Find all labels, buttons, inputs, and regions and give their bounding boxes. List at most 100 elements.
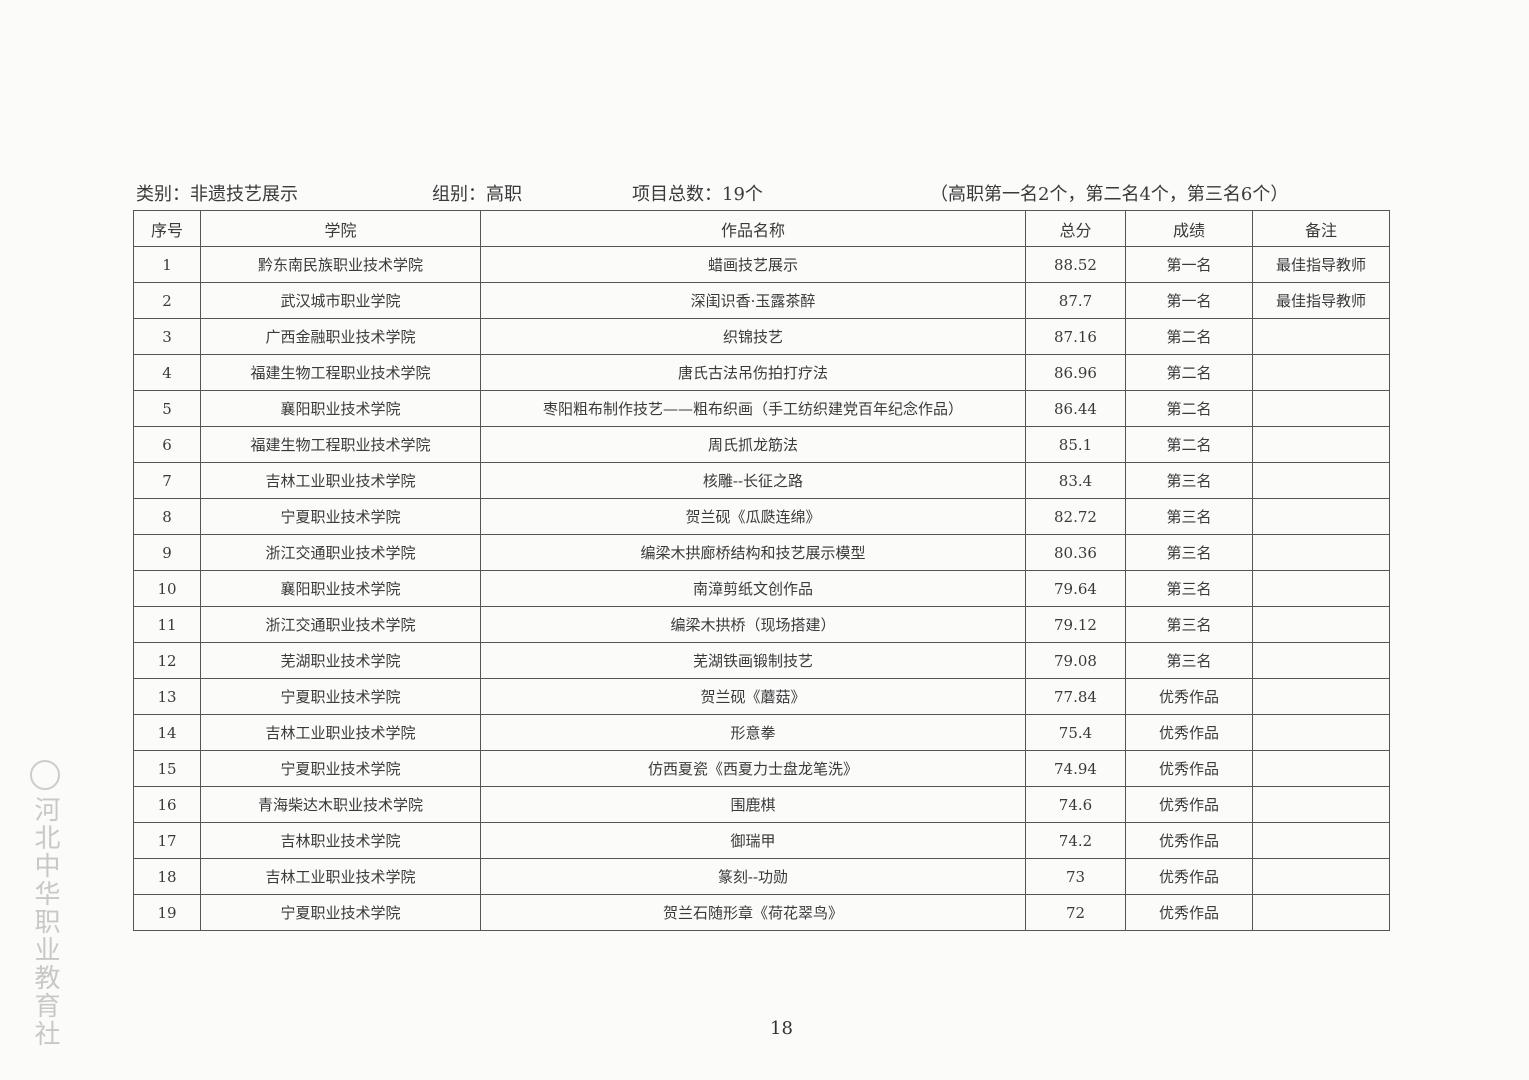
table-cell: 芜湖职业技术学院 <box>200 642 481 679</box>
table-cell: 襄阳职业技术学院 <box>200 390 481 427</box>
table-cell <box>1252 786 1390 823</box>
table-cell: 19 <box>133 894 201 931</box>
table-cell: 5 <box>133 390 201 427</box>
table-cell: 浙江交通职业技术学院 <box>200 606 481 643</box>
table-cell: 83.4 <box>1025 462 1126 499</box>
table-cell: 12 <box>133 642 201 679</box>
table-cell: 第三名 <box>1125 642 1253 679</box>
table-cell: 襄阳职业技术学院 <box>200 570 481 607</box>
table-cell: 优秀作品 <box>1125 678 1253 715</box>
table-cell: 86.96 <box>1025 354 1126 391</box>
table-cell: 编梁木拱桥（现场搭建） <box>480 606 1026 643</box>
table-cell: 宁夏职业技术学院 <box>200 498 481 535</box>
table-row: 6 福建生物工程职业技术学院 周氏抓龙筋法 85.1 第二名 <box>133 426 1390 463</box>
table-cell <box>1252 570 1390 607</box>
table-row: 1 黔东南民族职业技术学院 蜡画技艺展示 88.52 第一名 最佳指导教师 <box>133 246 1390 283</box>
column-header: 学院 <box>200 210 481 247</box>
table-cell <box>1252 354 1390 391</box>
quota-note: （高职第一名2个，第二名4个，第三名6个） <box>930 184 1289 205</box>
table-cell: 仿西夏瓷《西夏力士盘龙笔洗》 <box>480 750 1026 787</box>
table-cell <box>1252 642 1390 679</box>
table-cell: 最佳指导教师 <box>1252 246 1390 283</box>
table-cell: 广西金融职业技术学院 <box>200 318 481 355</box>
group-label: 组别：高职 <box>432 184 522 205</box>
table-cell: 第三名 <box>1125 534 1253 571</box>
table-cell: 形意拳 <box>480 714 1026 751</box>
table-cell <box>1252 822 1390 859</box>
table-cell: 6 <box>133 426 201 463</box>
table-cell: 74.2 <box>1025 822 1126 859</box>
table-cell: 最佳指导教师 <box>1252 282 1390 319</box>
table-row: 11 浙江交通职业技术学院 编梁木拱桥（现场搭建） 79.12 第三名 <box>133 606 1390 643</box>
table-cell: 宁夏职业技术学院 <box>200 678 481 715</box>
table-cell: 14 <box>133 714 201 751</box>
table-cell: 福建生物工程职业技术学院 <box>200 426 481 463</box>
table-cell: 第三名 <box>1125 606 1253 643</box>
column-header: 总分 <box>1025 210 1126 247</box>
table-cell: 福建生物工程职业技术学院 <box>200 354 481 391</box>
table-row: 2 武汉城市职业学院 深闺识香·玉露茶醉 87.7 第一名 最佳指导教师 <box>133 282 1390 319</box>
table-cell: 周氏抓龙筋法 <box>480 426 1026 463</box>
table-cell <box>1252 462 1390 499</box>
table-cell <box>1252 534 1390 571</box>
table-cell <box>1252 858 1390 895</box>
table-cell: 87.7 <box>1025 282 1126 319</box>
table-cell: 浙江交通职业技术学院 <box>200 534 481 571</box>
table-cell: 优秀作品 <box>1125 714 1253 751</box>
table-cell: 武汉城市职业学院 <box>200 282 481 319</box>
page-number: 18 <box>770 1018 793 1039</box>
table-cell: 第一名 <box>1125 282 1253 319</box>
table-cell: 1 <box>133 246 201 283</box>
table-cell <box>1252 390 1390 427</box>
table-row: 3 广西金融职业技术学院 织锦技艺 87.16 第二名 <box>133 318 1390 355</box>
table-cell: 御瑞甲 <box>480 822 1026 859</box>
table-cell: 79.64 <box>1025 570 1126 607</box>
table-cell: 南漳剪纸文创作品 <box>480 570 1026 607</box>
table-cell: 13 <box>133 678 201 715</box>
table-cell: 芜湖铁画锻制技艺 <box>480 642 1026 679</box>
table-cell: 优秀作品 <box>1125 786 1253 823</box>
table-cell: 贺兰石随形章《荷花翠鸟》 <box>480 894 1026 931</box>
table-cell: 贺兰砚《蘑菇》 <box>480 678 1026 715</box>
table-row: 9 浙江交通职业技术学院 编梁木拱廊桥结构和技艺展示模型 80.36 第三名 <box>133 534 1390 571</box>
watermark: 河北中华职业教育社 <box>28 760 64 1048</box>
table-cell <box>1252 606 1390 643</box>
table-cell: 宁夏职业技术学院 <box>200 750 481 787</box>
table-cell: 贺兰砚《瓜瓞连绵》 <box>480 498 1026 535</box>
table-row: 15 宁夏职业技术学院 仿西夏瓷《西夏力士盘龙笔洗》 74.94 优秀作品 <box>133 750 1390 787</box>
table-cell: 织锦技艺 <box>480 318 1026 355</box>
table-row: 17 吉林职业技术学院 御瑞甲 74.2 优秀作品 <box>133 822 1390 859</box>
table-cell: 17 <box>133 822 201 859</box>
table-row: 5 襄阳职业技术学院 枣阳粗布制作技艺——粗布织画（手工纺织建党百年纪念作品） 86.… <box>133 390 1390 427</box>
table-cell: 第二名 <box>1125 390 1253 427</box>
table-cell <box>1252 678 1390 715</box>
column-header: 成绩 <box>1125 210 1253 247</box>
table-cell: 核雕--长征之路 <box>480 462 1026 499</box>
column-header: 备注 <box>1252 210 1390 247</box>
table-cell: 75.4 <box>1025 714 1126 751</box>
table-cell: 青海柴达木职业技术学院 <box>200 786 481 823</box>
table-cell: 80.36 <box>1025 534 1126 571</box>
table-cell: 吉林工业职业技术学院 <box>200 462 481 499</box>
table-cell: 枣阳粗布制作技艺——粗布织画（手工纺织建党百年纪念作品） <box>480 390 1026 427</box>
table-cell: 72 <box>1025 894 1126 931</box>
table-cell: 74.6 <box>1025 786 1126 823</box>
table-cell <box>1252 750 1390 787</box>
table-cell: 8 <box>133 498 201 535</box>
table-cell: 87.16 <box>1025 318 1126 355</box>
table-row: 8 宁夏职业技术学院 贺兰砚《瓜瓞连绵》 82.72 第三名 <box>133 498 1390 535</box>
table-cell: 吉林工业职业技术学院 <box>200 858 481 895</box>
table-cell: 第一名 <box>1125 246 1253 283</box>
table-cell: 15 <box>133 750 201 787</box>
table-cell <box>1252 714 1390 751</box>
table-cell: 79.12 <box>1025 606 1126 643</box>
table-cell: 73 <box>1025 858 1126 895</box>
table-cell: 9 <box>133 534 201 571</box>
wechat-icon <box>30 760 60 790</box>
table-cell: 第二名 <box>1125 426 1253 463</box>
table-cell: 86.44 <box>1025 390 1126 427</box>
table-header-row: 序号 学院 作品名称 总分 成绩 备注 <box>133 210 1390 247</box>
table-cell: 蜡画技艺展示 <box>480 246 1026 283</box>
total-label: 项目总数：19个 <box>632 184 763 205</box>
table-cell: 篆刻--功勋 <box>480 858 1026 895</box>
